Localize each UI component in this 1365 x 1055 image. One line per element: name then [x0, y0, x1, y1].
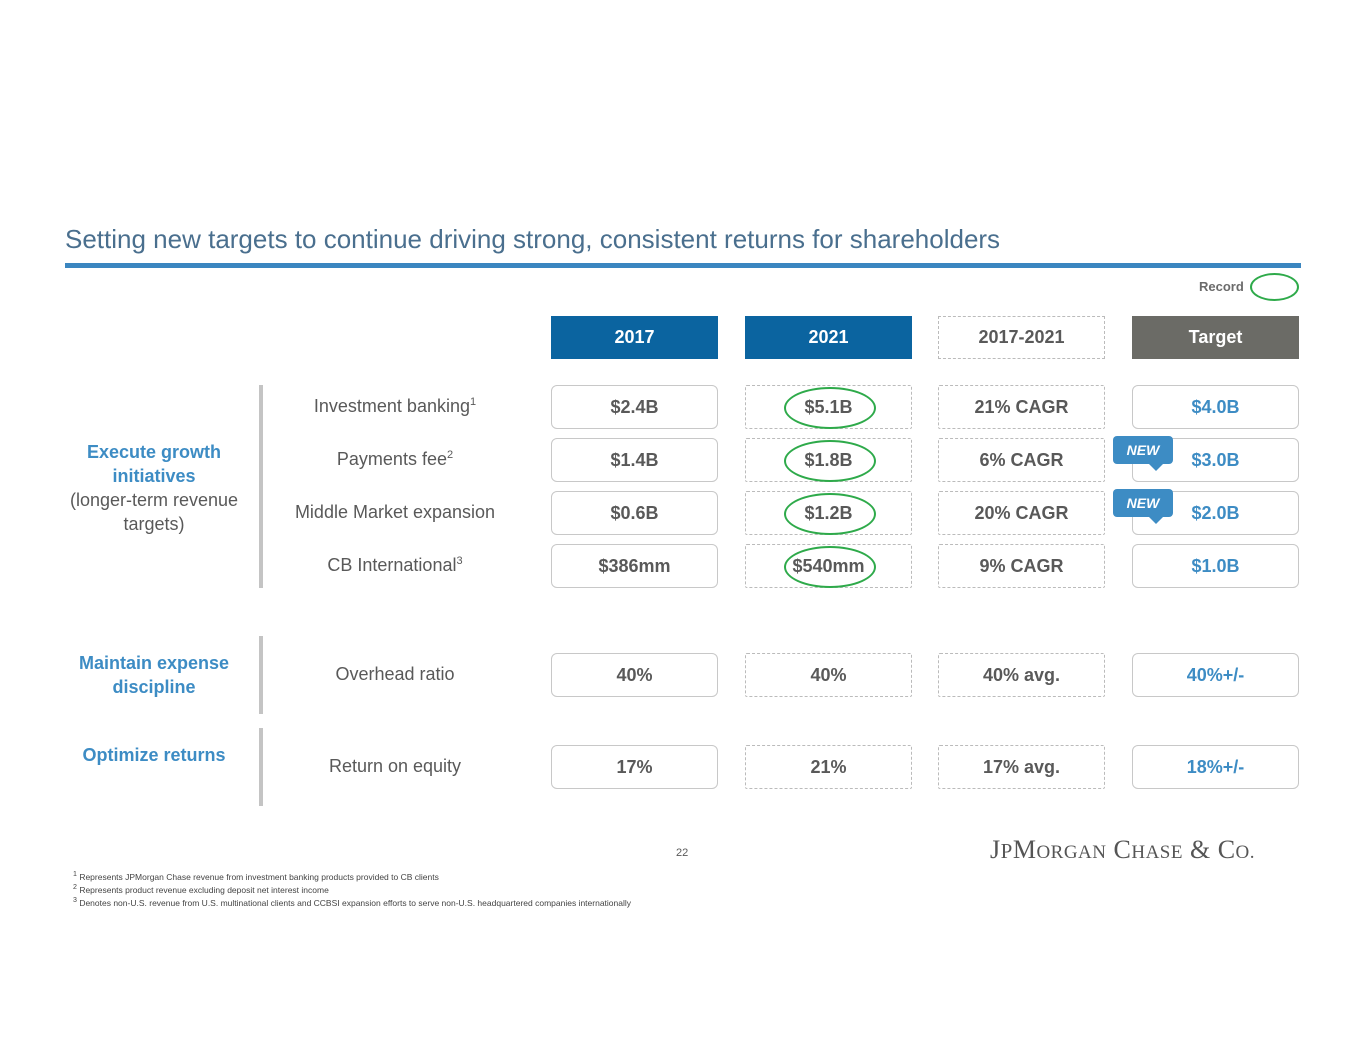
cell-period: 40% avg. — [938, 653, 1105, 697]
row-label-text: Payments fee — [336, 449, 447, 469]
footnote-text: Denotes non-U.S. revenue from U.S. multi… — [79, 897, 632, 908]
cell-period: 6% CAGR — [938, 438, 1105, 482]
row-label-text: Return on equity — [328, 756, 462, 776]
cell-2021: $1.8B — [745, 438, 912, 482]
group-divider — [259, 728, 263, 806]
cell-target: $4.0B — [1132, 385, 1299, 429]
cell-period: 9% CAGR — [938, 544, 1105, 588]
cell-2021: 21% — [745, 745, 912, 789]
new-badge: NEW — [1113, 436, 1173, 471]
footnote-3: 3 Denotes non-U.S. revenue from U.S. mul… — [73, 896, 632, 908]
cell-2017: 17% — [551, 745, 718, 789]
cell-2021: $5.1B — [745, 385, 912, 429]
row-label: Payments fee2 — [265, 449, 525, 470]
group-growth: Execute growth initiatives (longer-term … — [60, 440, 248, 536]
group-returns: Optimize returns — [60, 743, 248, 767]
page-number: 22 — [676, 847, 689, 859]
group-returns-title: Optimize returns — [82, 745, 226, 765]
slide-title: Setting new targets to continue driving … — [65, 224, 1001, 254]
row-label: Return on equity — [265, 756, 525, 777]
group-divider — [259, 385, 263, 588]
cell-period: 20% CAGR — [938, 491, 1105, 535]
cell-target: 40%+/- — [1132, 653, 1299, 697]
record-legend-label: Record — [1199, 279, 1244, 294]
row-label-text: Overhead ratio — [335, 664, 455, 684]
cell-2017: 40% — [551, 653, 718, 697]
title-rule — [65, 263, 1301, 268]
footnote-text: Represents product revenue excluding dep… — [79, 884, 329, 895]
record-oval-icon — [1250, 273, 1299, 301]
cell-2021: $1.2B — [745, 491, 912, 535]
cell-period: 21% CAGR — [938, 385, 1105, 429]
cell-2017: $386mm — [551, 544, 718, 588]
record-oval-icon — [784, 440, 876, 482]
record-oval-icon — [784, 387, 876, 429]
group-divider — [259, 636, 263, 714]
footnote-text: Represents JPMorgan Chase revenue from i… — [79, 871, 439, 882]
record-oval-icon — [784, 546, 876, 588]
cell-target: $1.0B — [1132, 544, 1299, 588]
cell-2017: $0.6B — [551, 491, 718, 535]
row-label-text: Investment banking — [313, 396, 470, 416]
column-header-period: 2017-2021 — [938, 316, 1105, 359]
row-label: Investment banking1 — [265, 396, 525, 417]
group-expense-title: Maintain expense discipline — [78, 653, 230, 697]
new-badge: NEW — [1113, 489, 1173, 524]
cell-target: 18%+/- — [1132, 745, 1299, 789]
group-expense: Maintain expense discipline — [60, 651, 248, 699]
footnote-ref: 2 — [446, 449, 454, 461]
row-label: CB International3 — [265, 555, 525, 576]
cell-2021-value: 21% — [810, 756, 847, 777]
row-label: Overhead ratio — [265, 664, 525, 685]
cell-2017: $2.4B — [551, 385, 718, 429]
cell-2017: $1.4B — [551, 438, 718, 482]
column-header-target: Target — [1132, 316, 1299, 359]
row-label: Middle Market expansion — [265, 502, 525, 523]
cell-period: 17% avg. — [938, 745, 1105, 789]
column-header-2017: 2017 — [551, 316, 718, 359]
group-growth-subtitle: (longer-term revenue targets) — [69, 490, 239, 534]
cell-2021-value: 40% — [810, 664, 847, 685]
footnote-ref: 3 — [456, 555, 463, 567]
record-oval-icon — [784, 493, 876, 535]
row-label-text: Middle Market expansion — [294, 502, 496, 522]
footnote-ref: 1 — [469, 396, 477, 408]
cell-2021: 40% — [745, 653, 912, 697]
column-header-2021: 2021 — [745, 316, 912, 359]
cell-2021: $540mm — [745, 544, 912, 588]
footnote-1: 1 Represents JPMorgan Chase revenue from… — [73, 870, 439, 882]
footnote-2: 2 Represents product revenue excluding d… — [73, 883, 329, 895]
company-logo: JPMORGAN CHASE & CO. — [990, 835, 1256, 864]
group-growth-title: Execute growth initiatives — [86, 442, 222, 486]
row-label-text: CB International — [327, 555, 457, 575]
